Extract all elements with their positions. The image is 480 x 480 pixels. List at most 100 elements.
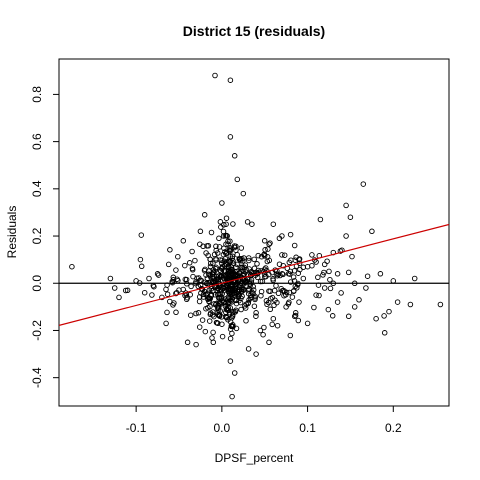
data-point	[189, 265, 196, 272]
data-point	[133, 278, 139, 284]
y-tick-label: 0.4	[30, 180, 44, 197]
x-tick-label: -0.1	[126, 421, 147, 435]
data-point	[217, 219, 224, 225]
data-point	[317, 216, 324, 223]
data-point	[325, 306, 332, 313]
data-point	[227, 77, 234, 83]
data-point	[224, 233, 230, 239]
data-point	[164, 309, 170, 316]
data-point	[324, 258, 330, 264]
data-point	[266, 241, 272, 247]
data-point	[207, 272, 213, 278]
data-point	[309, 262, 315, 269]
data-point	[390, 278, 397, 284]
data-point	[219, 200, 225, 206]
data-point	[231, 153, 238, 159]
data-point	[304, 320, 311, 327]
data-point	[233, 247, 239, 253]
data-point	[288, 257, 294, 263]
data-point	[227, 134, 234, 140]
y-axis-label: Residuals	[5, 206, 19, 259]
data-point	[255, 252, 261, 259]
data-point	[315, 274, 321, 281]
data-point	[349, 253, 355, 260]
data-point	[261, 324, 267, 331]
data-point	[227, 245, 233, 251]
data-point	[240, 268, 246, 274]
data-point	[211, 251, 218, 258]
data-point	[215, 291, 221, 298]
data-point	[327, 285, 334, 292]
data-point	[437, 301, 444, 308]
data-point	[233, 300, 240, 307]
data-point	[327, 276, 333, 283]
data-point	[291, 242, 298, 249]
data-point	[343, 233, 349, 239]
data-point	[171, 300, 177, 306]
data-point	[173, 309, 179, 316]
data-point	[205, 243, 212, 249]
data-point	[189, 248, 195, 255]
data-point	[297, 266, 303, 273]
data-point	[208, 292, 215, 299]
data-point	[138, 232, 145, 238]
data-point	[175, 253, 181, 260]
data-point	[257, 327, 264, 334]
data-point	[207, 256, 214, 263]
data-point	[227, 358, 234, 364]
data-point	[216, 298, 222, 304]
data-point	[186, 260, 193, 266]
data-point	[265, 299, 272, 306]
data-point	[206, 287, 213, 293]
data-point	[238, 268, 244, 275]
data-point	[278, 285, 284, 292]
data-point	[213, 264, 219, 271]
data-point	[363, 285, 369, 291]
data-point	[347, 214, 354, 220]
data-point	[116, 294, 122, 301]
data-point	[242, 279, 249, 285]
data-point	[187, 312, 194, 318]
data-point	[267, 306, 274, 313]
data-point	[188, 283, 194, 290]
data-point	[287, 231, 294, 238]
data-point	[196, 324, 203, 330]
data-point	[220, 233, 227, 239]
data-point	[225, 288, 232, 294]
data-point	[149, 292, 155, 298]
data-point	[289, 294, 296, 300]
y-tick-label: -0.2	[30, 320, 44, 341]
data-point	[281, 252, 288, 258]
data-point	[279, 252, 285, 258]
data-point	[182, 262, 188, 269]
data-point	[273, 282, 279, 289]
x-axis: -0.1 0.0 0.1 0.2	[126, 406, 402, 435]
data-point	[233, 307, 239, 314]
data-point	[222, 256, 229, 262]
data-point	[295, 317, 302, 324]
data-point	[243, 318, 249, 324]
data-point	[270, 276, 276, 282]
data-point	[364, 273, 371, 279]
data-point	[122, 287, 129, 294]
data-point	[165, 261, 172, 268]
data-point	[215, 273, 222, 279]
data-point	[287, 332, 294, 339]
plot-frame	[58, 58, 450, 407]
data-point	[196, 298, 203, 305]
data-point	[228, 270, 235, 276]
data-point	[373, 315, 379, 322]
data-point	[195, 283, 202, 290]
data-point	[313, 259, 319, 265]
data-point	[381, 330, 388, 336]
data-point	[173, 290, 179, 297]
data-point	[137, 256, 144, 263]
data-point	[214, 250, 221, 256]
data-point	[215, 276, 222, 283]
data-point	[283, 304, 289, 310]
data-point	[275, 290, 282, 297]
data-point	[264, 254, 271, 260]
data-point	[296, 256, 302, 263]
data-point	[201, 288, 208, 295]
data-point	[231, 273, 238, 279]
